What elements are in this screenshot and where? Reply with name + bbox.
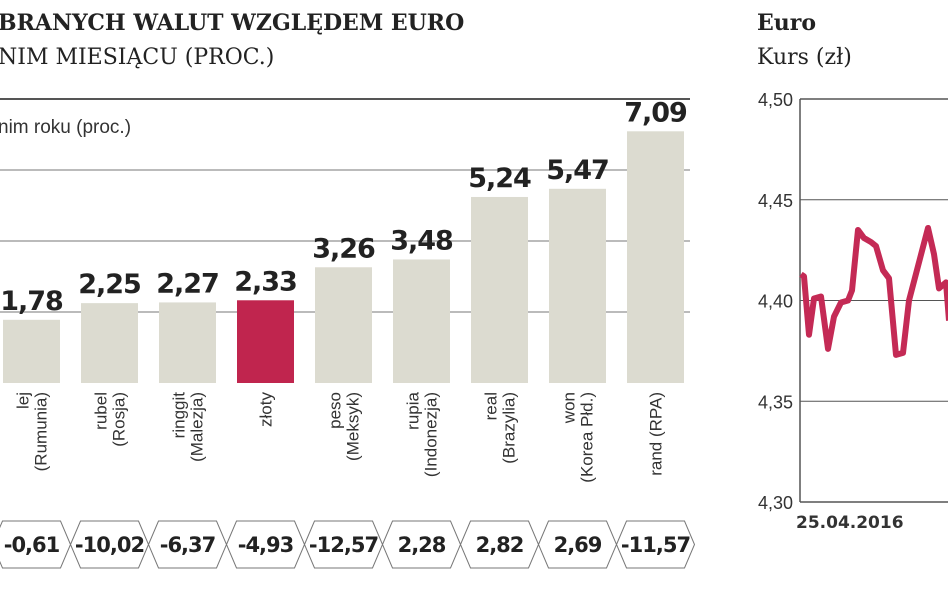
category-label: real (Brazylia) <box>482 392 519 464</box>
bars: 1,78 lej (Rumunia) -0,61 2,25 rubel (Rosja) -10… <box>0 97 696 569</box>
bar <box>3 319 60 383</box>
yearly-change-hexagon <box>615 520 696 569</box>
category-country: (Meksyk) <box>344 392 363 461</box>
bar <box>627 131 684 383</box>
y-tick-label: 4,30 <box>758 493 793 513</box>
bar <box>237 300 294 383</box>
category-name: peso <box>326 392 345 429</box>
bar-value-label: 1,78 <box>0 286 63 317</box>
line-chart-title: Euro <box>757 10 816 36</box>
category-country: (Rumunia) <box>32 392 51 471</box>
line-gridlines: 4,50 4,45 4,40 4,35 4,30 <box>758 90 948 513</box>
category-name: rand (RPA) <box>647 392 666 476</box>
bar-value-label: 3,48 <box>390 225 453 256</box>
yearly-change-value: 2,69 <box>554 533 602 557</box>
category-country: (Malezja) <box>188 392 207 462</box>
category-name: rubel <box>92 392 111 430</box>
category-label: ringgit (Malezja) <box>170 392 207 462</box>
bar <box>471 196 528 383</box>
y-tick-label: 4,40 <box>758 292 793 312</box>
category-name: ringgit <box>170 392 189 439</box>
category-country: (Brazylia) <box>500 392 519 464</box>
yearly-change-value: 2,82 <box>476 533 524 557</box>
bar-value-label: 5,47 <box>546 155 609 186</box>
bar <box>393 259 450 383</box>
bar <box>315 267 372 383</box>
category-label: peso (Meksyk) <box>326 392 363 461</box>
category-name: won <box>560 392 579 424</box>
bar-value-label: 2,33 <box>234 266 297 297</box>
category-label: rand (RPA) <box>647 392 666 476</box>
bar-value-label: 2,25 <box>78 269 141 300</box>
category-label: rupia (Indonezja) <box>404 391 441 477</box>
bar <box>549 188 606 383</box>
category-name: złoty <box>257 392 276 427</box>
category-name: real <box>482 392 501 420</box>
bar <box>81 303 138 383</box>
yearly-change-label: nim roku (proc.) <box>0 117 131 138</box>
bar <box>159 302 216 383</box>
yearly-change-value: -11,57 <box>621 533 690 557</box>
yearly-change-value: -10,02 <box>75 533 144 557</box>
line-chart-subtitle: Kurs (zł) <box>757 45 852 70</box>
bar-value-label: 2,27 <box>156 268 219 299</box>
category-name: lej <box>14 392 33 409</box>
category-country: (Rosja) <box>110 392 129 447</box>
yearly-change-value: -12,57 <box>309 533 378 557</box>
bar-value-label: 3,26 <box>312 233 375 264</box>
y-tick-label: 4,45 <box>758 191 793 211</box>
y-tick-label: 4,50 <box>758 90 793 110</box>
euro-rate-line <box>799 224 948 358</box>
category-name: rupia <box>404 391 423 429</box>
category-country: (Korea Płd.) <box>578 392 597 483</box>
bar-chart-title: BRANYCH WALUT WZGLĘDEM EURO <box>0 10 464 36</box>
category-label: złoty <box>257 392 276 427</box>
bar-value-label: 7,09 <box>624 97 687 128</box>
y-tick-label: 4,35 <box>758 392 793 412</box>
bar-chart-subtitle: NIM MIESIĄCU (PROC.) <box>0 45 274 70</box>
category-label: won (Korea Płd.) <box>560 392 597 483</box>
yearly-change-value: -4,93 <box>238 533 294 557</box>
yearly-change-value: -6,37 <box>160 533 216 557</box>
yearly-change-value: -0,61 <box>4 533 60 557</box>
yearly-change-value: 2,28 <box>398 533 446 557</box>
category-label: lej (Rumunia) <box>14 392 51 471</box>
category-label: rubel (Rosja) <box>92 392 129 447</box>
bar-value-label: 5,24 <box>468 163 531 194</box>
x-start-date-label: 25.04.2016 <box>796 513 904 533</box>
category-country: (Indonezja) <box>422 392 441 477</box>
